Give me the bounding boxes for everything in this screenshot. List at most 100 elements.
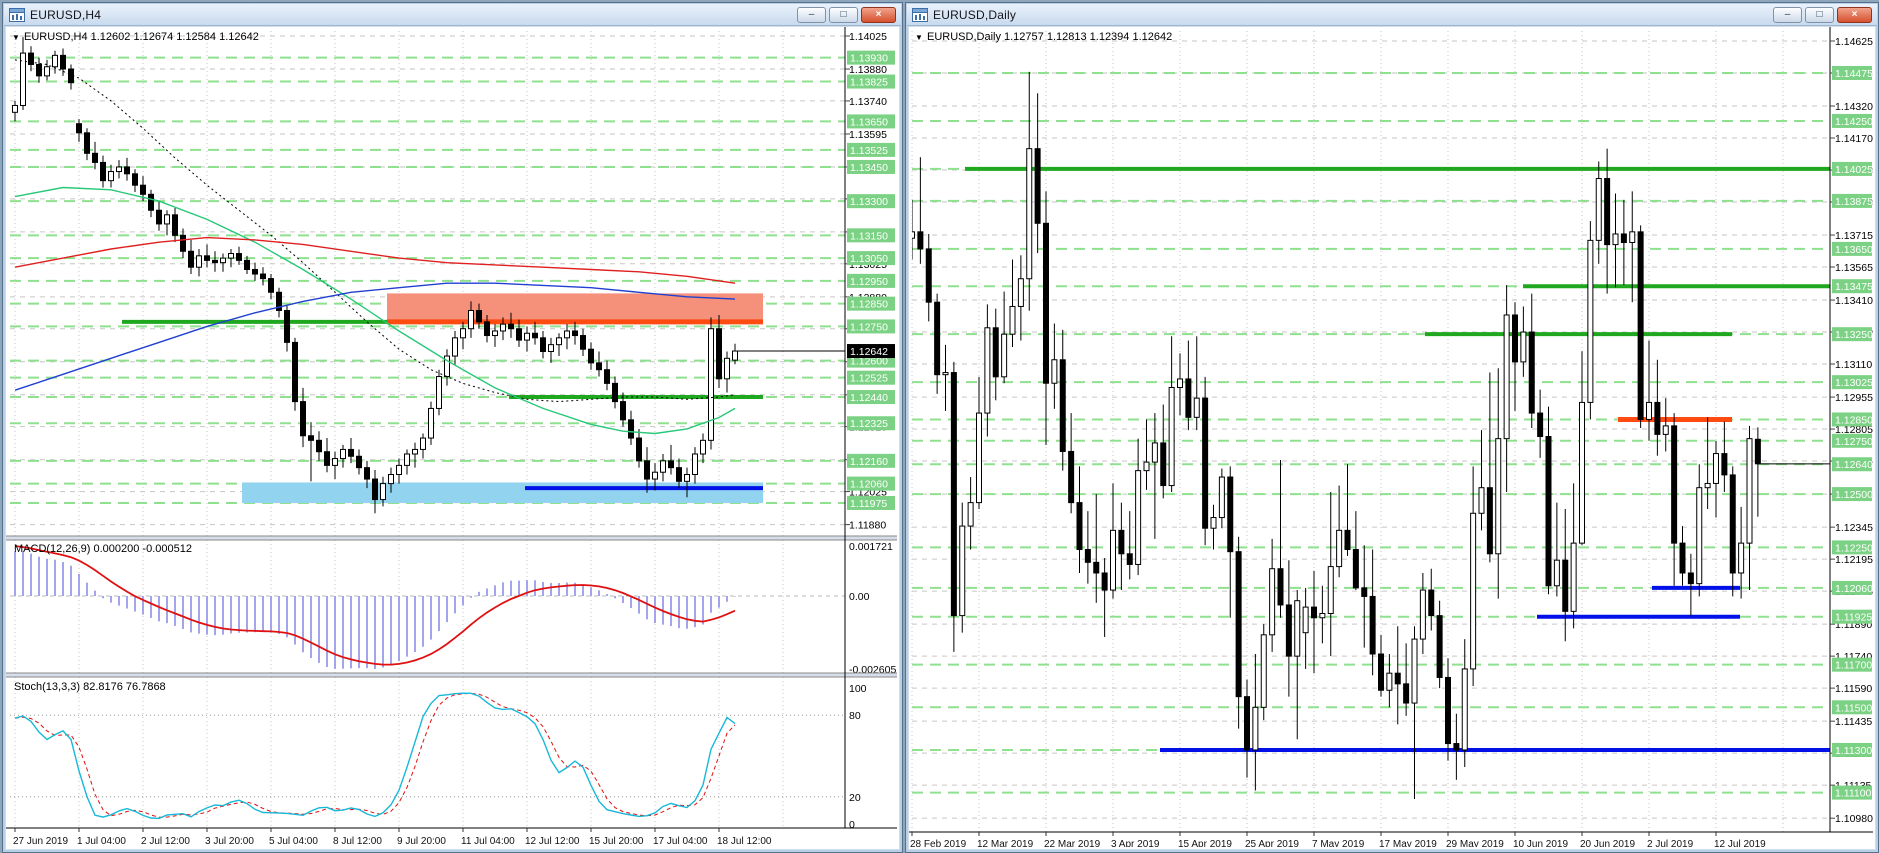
svg-text:1.13525: 1.13525 xyxy=(850,145,888,157)
svg-text:0.001721: 0.001721 xyxy=(849,541,893,553)
svg-text:1.14625: 1.14625 xyxy=(1835,36,1873,48)
svg-text:100: 100 xyxy=(849,683,867,695)
green-level-lines-layer xyxy=(912,71,1830,794)
candles-layer xyxy=(12,37,738,514)
window-eurusd-daily[interactable]: EURUSD,Daily – □ × 1.14625 1.14475 1.14320… xyxy=(905,2,1879,853)
svg-text:1.11925: 1.11925 xyxy=(1835,612,1872,624)
candles-layer xyxy=(912,71,1761,799)
green-price-label: 1.13450 xyxy=(847,159,895,174)
svg-text:11 Jul 04:00: 11 Jul 04:00 xyxy=(461,836,515,847)
green-price-label: 1.11300 xyxy=(1832,742,1872,757)
svg-text:1.12955: 1.12955 xyxy=(1835,392,1873,404)
price-axis: 1.146251.144751.143201.141701.140201.138… xyxy=(1829,27,1873,832)
dropdown-arrow-icon: ▼ xyxy=(915,33,923,42)
object-lines-layer xyxy=(122,319,763,491)
green-price-label: 1.14475 xyxy=(1832,65,1873,80)
macd-signal-line xyxy=(14,545,736,666)
svg-text:1.12750: 1.12750 xyxy=(850,321,888,333)
green-price-label: 1.13650 xyxy=(1832,241,1873,256)
chart-canvas-eurusd-daily[interactable]: 1.146251.144751.143201.141701.140201.138… xyxy=(909,27,1875,849)
svg-text:1.12640: 1.12640 xyxy=(1835,459,1873,471)
green-price-label: 1.14250 xyxy=(1832,113,1873,128)
svg-text:1.14320: 1.14320 xyxy=(1835,101,1873,113)
svg-text:1.12345: 1.12345 xyxy=(1835,522,1873,534)
price-axis: 1.14025 1.13880 1.13740 1.13595 1.13450 1.133… xyxy=(844,27,895,828)
svg-text:1.12750: 1.12750 xyxy=(1835,436,1873,448)
ma-black xyxy=(14,59,736,403)
close-button[interactable]: × xyxy=(861,6,896,23)
svg-text:1.13475: 1.13475 xyxy=(1835,281,1873,293)
chart-plot-h4: MACD(12,26,9) 0.000200 -0.000512 0.001721… xyxy=(6,27,897,847)
ohlc-info-row: ▼ EURUSD,Daily 1.12757 1.12813 1.12394 1.… xyxy=(915,31,1172,43)
ma-red xyxy=(14,236,736,284)
object-lines-layer xyxy=(965,166,1830,752)
green-price-label: 1.11100 xyxy=(1832,785,1872,800)
ma-blue xyxy=(14,282,736,391)
green-price-label: 1.11700 xyxy=(1832,657,1872,672)
restore-button[interactable]: □ xyxy=(1805,6,1834,23)
close-button[interactable]: × xyxy=(1837,6,1872,23)
restore-button[interactable]: □ xyxy=(829,6,858,23)
svg-text:1.14025: 1.14025 xyxy=(849,31,887,43)
window-eurusd-h4[interactable]: EURUSD,H4 – □ × MACD(12,26,9) 0.000200 -… xyxy=(2,2,903,853)
svg-text:5 Jul 04:00: 5 Jul 04:00 xyxy=(269,836,318,847)
svg-text:9 Jul 20:00: 9 Jul 20:00 xyxy=(397,836,446,847)
svg-text:17 May 2019: 17 May 2019 xyxy=(1379,839,1437,847)
svg-text:1.12950: 1.12950 xyxy=(850,276,888,288)
ohlc-info-row: ▼ EURUSD,H4 1.12602 1.12674 1.12584 1.126… xyxy=(12,31,259,43)
svg-text:1.13110: 1.13110 xyxy=(1835,359,1872,371)
svg-text:1.12642: 1.12642 xyxy=(850,346,888,358)
svg-text:28 Feb 2019: 28 Feb 2019 xyxy=(910,839,967,847)
green-price-label: 1.12950 xyxy=(847,273,895,288)
green-price-label: 1.13300 xyxy=(847,194,895,209)
svg-text:1.13050: 1.13050 xyxy=(850,253,888,265)
green-price-label: 1.12440 xyxy=(847,390,895,405)
svg-text:1.13650: 1.13650 xyxy=(850,116,888,128)
svg-text:2 Jul 12:00: 2 Jul 12:00 xyxy=(141,836,190,847)
svg-text:1.14025: 1.14025 xyxy=(1835,164,1873,176)
green-price-label: 1.11925 xyxy=(1832,609,1872,624)
grid-vertical-layer xyxy=(911,31,1784,832)
svg-text:20: 20 xyxy=(849,792,861,804)
svg-text:22 Mar 2019: 22 Mar 2019 xyxy=(1044,839,1101,847)
svg-text:1.13650: 1.13650 xyxy=(1835,244,1873,256)
grid-horizontal-layer xyxy=(912,40,1830,819)
pane-separator xyxy=(6,672,897,678)
current-price-tag: 1.12642 xyxy=(847,344,895,359)
svg-text:1.11975: 1.11975 xyxy=(850,498,887,510)
svg-text:0.00: 0.00 xyxy=(849,591,870,603)
svg-text:1.13875: 1.13875 xyxy=(1835,196,1873,208)
svg-text:12 Jul 12:00: 12 Jul 12:00 xyxy=(525,836,580,847)
chart-canvas-eurusd-h4[interactable]: MACD(12,26,9) 0.000200 -0.000512 0.001721… xyxy=(6,27,899,849)
minimize-button[interactable]: – xyxy=(797,6,826,23)
green-price-label: 1.12500 xyxy=(1832,487,1873,502)
svg-text:1.11880: 1.11880 xyxy=(849,520,886,532)
macd-pane: MACD(12,26,9) 0.000200 -0.000512 0.001721… xyxy=(10,541,896,676)
svg-text:1.12325: 1.12325 xyxy=(850,418,888,430)
svg-text:3 Jul 20:00: 3 Jul 20:00 xyxy=(205,836,254,847)
svg-text:1.13825: 1.13825 xyxy=(850,77,888,89)
svg-text:0: 0 xyxy=(849,819,855,831)
svg-text:1.13565: 1.13565 xyxy=(1835,262,1873,274)
chart-plot-daily: 1.146251.144751.143201.141701.140201.138… xyxy=(909,27,1873,847)
pane-separator xyxy=(6,535,897,541)
dropdown-arrow-icon: ▼ xyxy=(12,33,20,42)
svg-text:1.12805: 1.12805 xyxy=(1835,424,1873,436)
green-price-label: 1.11500 xyxy=(1832,700,1872,715)
svg-text:1.12250: 1.12250 xyxy=(1835,542,1873,554)
svg-text:1.12060: 1.12060 xyxy=(850,479,888,491)
minimize-button[interactable]: – xyxy=(1773,6,1802,23)
titlebar-eurusd-daily[interactable]: EURUSD,Daily – □ × xyxy=(907,4,1877,26)
svg-text:1.12850: 1.12850 xyxy=(850,299,888,311)
green-price-label: 1.12160 xyxy=(847,453,895,468)
svg-text:1.13715: 1.13715 xyxy=(1835,230,1873,242)
svg-text:1.12160: 1.12160 xyxy=(850,456,888,468)
green-price-label: 1.12525 xyxy=(847,370,895,385)
svg-text:1.13150: 1.13150 xyxy=(850,230,888,242)
svg-text:1.13880: 1.13880 xyxy=(849,64,887,76)
green-price-label: 1.13525 xyxy=(847,142,895,157)
titlebar-eurusd-h4[interactable]: EURUSD,H4 – □ × xyxy=(4,4,901,26)
svg-text:25 Apr 2019: 25 Apr 2019 xyxy=(1245,839,1299,847)
svg-text:3 Apr 2019: 3 Apr 2019 xyxy=(1111,839,1160,847)
